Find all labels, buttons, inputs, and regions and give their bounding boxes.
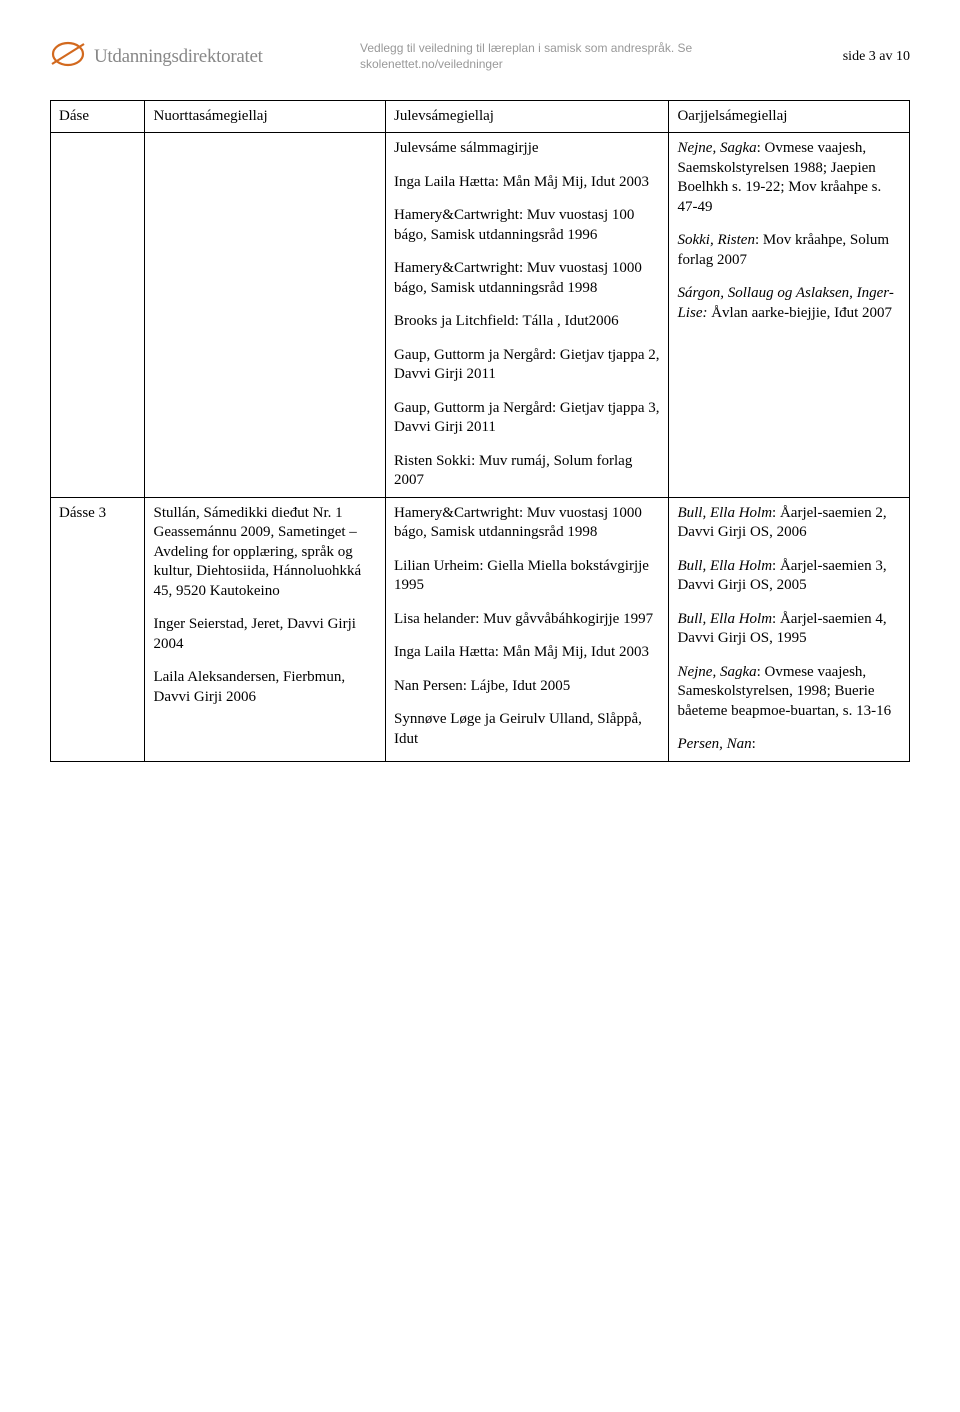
entry: Nejne, Sagka: Ovmese vaajesh, Saemskolst… [677,139,901,217]
org-name: Utdanningsdirektoratet [94,45,263,70]
col-header-1: Dáse [51,100,145,133]
cell-julev: Julevsáme sálmmagirjje Inga Laila Hætta:… [386,133,669,498]
entry: Julevsáme sálmmagirjje [394,139,660,159]
subtitle-line-1: Vedlegg til veiledning til læreplan i sa… [360,40,820,56]
entry: Gaup, Guttorm ja Nergård: Gietjav tjappa… [394,346,660,385]
entry-rest: : [752,736,756,752]
col-header-3: Julevsámegiellaj [386,100,669,133]
entry: Sokki, Risten: Mov kråahpe, Solum forlag… [677,231,901,270]
entry: Hamery&Cartwright: Muv vuostasj 1000 bág… [394,504,660,543]
entry: Laila Aleksandersen, Fierbmun, Davvi Gir… [153,668,377,707]
entry: Inga Laila Hætta: Mån Måj Mij, Idut 2003 [394,643,660,663]
entry: Bull, Ella Holm: Åarjel-saemien 4, Davvi… [677,610,901,649]
author: Sokki, Risten [677,232,754,248]
table-row: Dásse 3 Stullán, Sámedikki dieđut Nr. 1 … [51,497,910,761]
header-subtitle: Vedlegg til veiledning til læreplan i sa… [330,40,820,72]
page-indicator: side 3 av 10 [820,40,910,66]
entry: Persen, Nan: [677,735,901,755]
entry: Inga Laila Hætta: Mån Måj Mij, Idut 2003 [394,173,660,193]
cell-dase: Dásse 3 [51,497,145,761]
author: Nejne, Sagka [677,140,756,156]
cell-nuortta: Stullán, Sámedikki dieđut Nr. 1 Geassemá… [145,497,386,761]
cell-oarjjel: Nejne, Sagka: Ovmese vaajesh, Saemskolst… [669,133,910,498]
entry: Hamery&Cartwright: Muv vuostasj 100 bágo… [394,206,660,245]
col-header-4: Oarjjelsámegiellaj [669,100,910,133]
entry: Brooks ja Litchfield: Tálla , Idut2006 [394,312,660,332]
page-header: Utdanningsdirektoratet Vedlegg til veile… [50,40,910,75]
entry: Gaup, Guttorm ja Nergård: Gietjav tjappa… [394,399,660,438]
cell-julev: Hamery&Cartwright: Muv vuostasj 1000 bág… [386,497,669,761]
content-table: Dáse Nuorttasámegiellaj Julevsámegiellaj… [50,100,910,762]
entry: Risten Sokki: Muv rumáj, Solum forlag 20… [394,452,660,491]
entry: Stullán, Sámedikki dieđut Nr. 1 Geassemá… [153,504,377,602]
entry: Lilian Urheim: Giella Miella bokstávgirj… [394,557,660,596]
cell-oarjjel: Bull, Ella Holm: Åarjel-saemien 2, Davvi… [669,497,910,761]
author: Bull, Ella Holm [677,611,772,627]
entry: Lisa helander: Muv gåvvåbáhkogirjje 1997 [394,610,660,630]
subtitle-line-2: skolenettet.no/veiledninger [360,56,820,72]
author: Nejne, Sagka [677,664,756,680]
cell-dase [51,133,145,498]
table-row: Julevsáme sálmmagirjje Inga Laila Hætta:… [51,133,910,498]
logo-icon [50,40,86,75]
author: Persen, Nan [677,736,751,752]
entry: Synnøve Løge ja Geirulv Ulland, Slåppå, … [394,710,660,749]
entry-rest: Åvlan aarke-biejjie, Iđut 2007 [707,305,892,321]
col-header-2: Nuorttasámegiellaj [145,100,386,133]
entry: Nan Persen: Lájbe, Idut 2005 [394,677,660,697]
entry: Sárgon, Sollaug og Aslaksen, Inger-Lise:… [677,284,901,323]
cell-nuortta [145,133,386,498]
entry: Bull, Ella Holm: Åarjel-saemien 2, Davvi… [677,504,901,543]
entry: Inger Seierstad, Jeret, Davvi Girji 2004 [153,615,377,654]
entry: Hamery&Cartwright: Muv vuostasj 1000 bág… [394,259,660,298]
entry: Nejne, Sagka: Ovmese vaajesh, Sameskolst… [677,663,901,722]
table-header-row: Dáse Nuorttasámegiellaj Julevsámegiellaj… [51,100,910,133]
entry: Bull, Ella Holm: Åarjel-saemien 3, Davvi… [677,557,901,596]
author: Bull, Ella Holm [677,558,772,574]
logo-block: Utdanningsdirektoratet [50,40,330,75]
author: Bull, Ella Holm [677,505,772,521]
